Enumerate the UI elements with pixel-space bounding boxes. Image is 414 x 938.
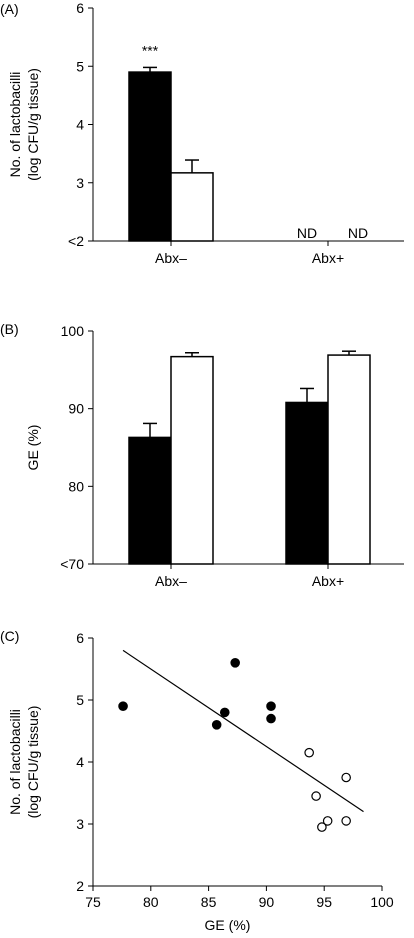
x-tick-label: 90 xyxy=(259,894,275,910)
y-tick-label: 5 xyxy=(76,692,84,708)
y-tick-label: 100 xyxy=(61,323,85,339)
bar-open xyxy=(327,354,371,565)
scatter-point-filled xyxy=(266,701,276,711)
scatter-point-open xyxy=(311,791,321,801)
y-tick-label: <2 xyxy=(68,233,84,249)
scatter-point-open xyxy=(341,816,351,826)
bar-filled xyxy=(128,71,172,242)
panel-label: (B) xyxy=(0,321,19,337)
scatter-point-filled xyxy=(219,707,230,718)
scatter-point-filled xyxy=(230,657,240,668)
y-tick-label: 6 xyxy=(76,0,84,16)
y-tick-label: 4 xyxy=(76,754,84,770)
x-tick-label: Abx+ xyxy=(312,573,344,589)
nd-label: ND xyxy=(297,225,317,241)
y-axis-label: No. of lactobacilli xyxy=(7,72,23,178)
y-tick-label: 90 xyxy=(68,401,84,417)
y-tick-label: 6 xyxy=(76,630,84,646)
y-tick-label: 3 xyxy=(76,816,84,832)
y-axis-label: (log CFU/g tissue) xyxy=(25,68,41,181)
trend-line xyxy=(122,649,364,813)
y-axis-label: (log CFU/g tissue) xyxy=(25,706,41,819)
x-tick-label: 85 xyxy=(201,894,217,910)
y-tick-label: <70 xyxy=(60,556,84,572)
x-tick-label: 80 xyxy=(143,894,159,910)
scatter-point-open xyxy=(341,772,351,783)
bar-filled xyxy=(128,436,172,565)
scatter-point-filled xyxy=(266,713,276,724)
x-tick-label: Abx+ xyxy=(312,250,344,266)
x-tick-label: Abx– xyxy=(155,573,187,589)
panel-label: (A) xyxy=(0,1,19,17)
y-tick-label: 80 xyxy=(68,478,84,494)
x-tick-label: 95 xyxy=(316,894,332,910)
y-tick-label: 4 xyxy=(76,117,84,133)
bar-filled xyxy=(285,401,329,565)
significance-mark: *** xyxy=(142,42,159,58)
y-tick-label: 5 xyxy=(76,58,84,74)
bar-open xyxy=(170,355,214,565)
x-tick-label: Abx– xyxy=(155,250,187,266)
scatter-point-filled xyxy=(118,701,128,711)
scatter-point-open xyxy=(317,822,327,832)
panel-label: (C) xyxy=(0,628,19,644)
y-tick-label: 2 xyxy=(76,878,84,894)
y-tick-label: 3 xyxy=(76,175,84,191)
bar-open xyxy=(170,172,214,242)
x-tick-label: 100 xyxy=(370,894,394,910)
scatter-point-open xyxy=(304,747,314,758)
x-tick-label: 75 xyxy=(85,894,101,910)
x-axis-label: GE (%) xyxy=(205,917,251,933)
nd-label: ND xyxy=(348,225,368,241)
scatter-point-filled xyxy=(211,719,222,730)
y-axis-label: GE (%) xyxy=(25,425,41,471)
scatter-point-open xyxy=(322,816,333,826)
y-axis-label: No. of lactobacilli xyxy=(7,709,23,815)
